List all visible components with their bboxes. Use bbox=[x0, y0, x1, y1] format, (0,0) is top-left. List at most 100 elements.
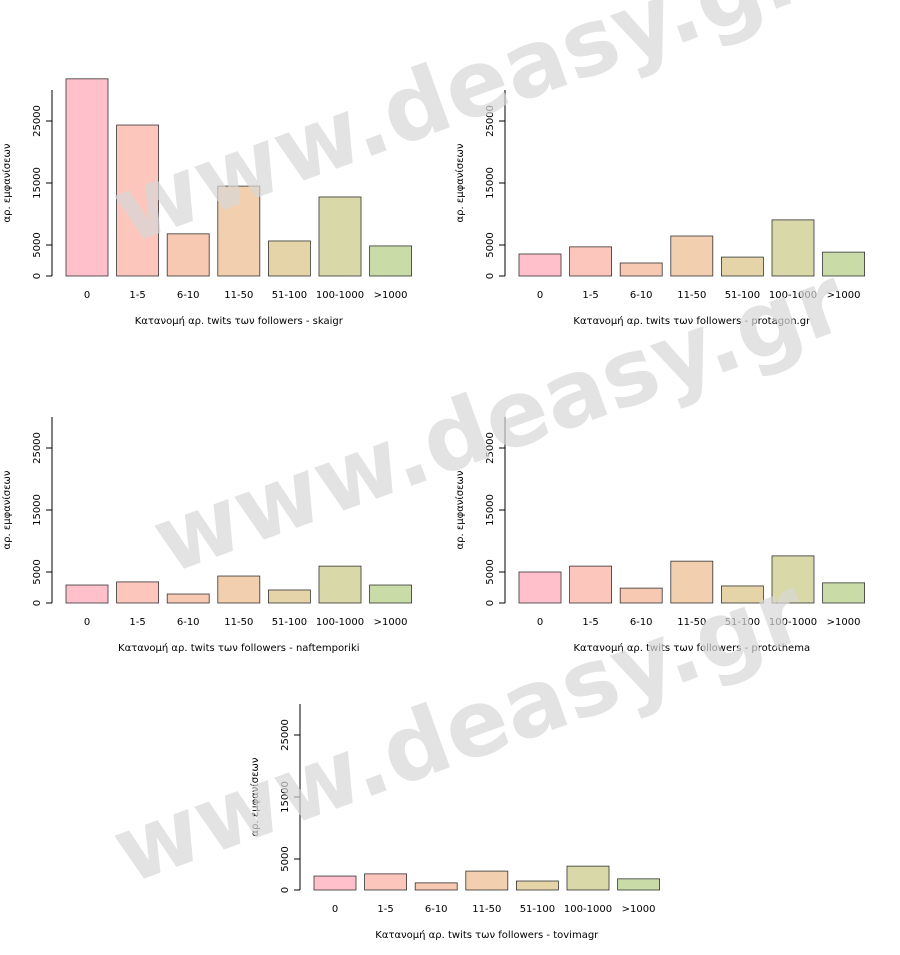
bar bbox=[518, 571, 562, 604]
bar bbox=[822, 582, 865, 604]
x-tick-label: 6-10 bbox=[177, 290, 200, 301]
chart: 0 5000 15000 25000 αρ. εμφανίσεων 0 1-5 6-10 11-… bbox=[249, 704, 660, 941]
bar bbox=[318, 565, 362, 604]
bar bbox=[166, 233, 210, 277]
x-tick-label: 51-100 bbox=[520, 904, 555, 915]
bar bbox=[65, 78, 109, 277]
bar bbox=[516, 880, 559, 891]
x-tick-label: 100-1000 bbox=[769, 617, 817, 628]
bar bbox=[619, 262, 663, 277]
y-axis-label: αρ. εμφανίσεων bbox=[1, 143, 13, 222]
x-tick-label: 1-5 bbox=[582, 290, 598, 301]
y-tick-label: 0 bbox=[32, 600, 43, 606]
y-tick-label: 15000 bbox=[280, 781, 291, 813]
x-tick-label: 0 bbox=[84, 617, 90, 628]
x-tick-label: 11-50 bbox=[677, 290, 706, 301]
chart: 0 5000 15000 25000 αρ. εμφανίσεων 0 1-5 6-10 11-… bbox=[454, 90, 865, 327]
bar bbox=[369, 584, 413, 604]
bar bbox=[721, 585, 764, 604]
x-tick-label: 51-100 bbox=[725, 617, 760, 628]
bar bbox=[364, 873, 408, 891]
y-tick-label: 15000 bbox=[485, 494, 496, 526]
y-axis-label: αρ. εμφανίσεων bbox=[454, 143, 466, 222]
y-tick-label: 5000 bbox=[32, 559, 43, 584]
x-tick-label: 100-1000 bbox=[769, 290, 817, 301]
x-axis-label: Κατανομή αρ. twits των followers - proto… bbox=[573, 642, 810, 654]
y-tick-label: 15000 bbox=[32, 167, 43, 199]
chart: 0 5000 15000 25000 αρ. εμφανίσεων 0 1-5 6-10 11-… bbox=[1, 417, 413, 654]
y-tick-label: 25000 bbox=[485, 432, 496, 464]
y-tick-label: 0 bbox=[32, 273, 43, 279]
x-tick-label: >1000 bbox=[374, 617, 408, 628]
x-tick-label: 6-10 bbox=[630, 617, 653, 628]
x-tick-label: 6-10 bbox=[425, 904, 448, 915]
bar bbox=[267, 589, 311, 604]
y-tick-label: 15000 bbox=[32, 494, 43, 526]
x-tick-label: 0 bbox=[84, 290, 90, 301]
x-tick-label: 6-10 bbox=[630, 290, 653, 301]
x-tick-label: 11-50 bbox=[677, 617, 706, 628]
bar bbox=[566, 865, 610, 891]
x-tick-label: 1-5 bbox=[129, 290, 145, 301]
y-tick-label: 25000 bbox=[32, 432, 43, 464]
x-tick-label: 0 bbox=[537, 617, 543, 628]
x-tick-label: 1-5 bbox=[377, 904, 393, 915]
y-axis-label: αρ. εμφανίσεων bbox=[454, 470, 466, 549]
y-tick-label: 25000 bbox=[280, 719, 291, 751]
y-tick-label: 0 bbox=[485, 273, 496, 279]
x-tick-label: 100-1000 bbox=[316, 617, 364, 628]
x-tick-label: >1000 bbox=[622, 904, 656, 915]
y-axis-label: αρ. εμφανίσεων bbox=[1, 470, 13, 549]
bar bbox=[414, 882, 458, 891]
y-tick-label: 5000 bbox=[280, 846, 291, 871]
x-tick-label: 0 bbox=[332, 904, 338, 915]
x-tick-label: 51-100 bbox=[725, 290, 760, 301]
bar bbox=[569, 246, 612, 277]
bar bbox=[617, 878, 660, 891]
chart: 0 5000 15000 25000 αρ. εμφανίσεων 0 1-5 6-10 11-… bbox=[1, 78, 413, 327]
x-tick-label: >1000 bbox=[827, 617, 861, 628]
bar bbox=[313, 875, 357, 891]
bar bbox=[166, 593, 210, 604]
bar bbox=[771, 219, 815, 277]
x-axis-label: Κατανομή αρ. twits των followers - prota… bbox=[573, 315, 811, 327]
x-tick-label: >1000 bbox=[374, 290, 408, 301]
x-axis-label: Κατανομή αρ. twits των followers - skaig… bbox=[135, 315, 344, 327]
bar bbox=[721, 256, 764, 277]
bar bbox=[670, 560, 714, 604]
bar bbox=[569, 565, 612, 604]
bar bbox=[670, 235, 714, 277]
y-tick-label: 5000 bbox=[32, 232, 43, 257]
bar bbox=[771, 555, 815, 604]
x-axis-label: Κατανομή αρ. twits των followers - tovim… bbox=[375, 929, 599, 941]
bar bbox=[619, 587, 663, 604]
x-tick-label: 6-10 bbox=[177, 617, 200, 628]
bar bbox=[267, 240, 311, 277]
x-tick-label: >1000 bbox=[827, 290, 861, 301]
x-tick-label: 51-100 bbox=[272, 290, 307, 301]
bar bbox=[318, 196, 362, 277]
x-tick-label: 100-1000 bbox=[316, 290, 364, 301]
x-tick-label: 11-50 bbox=[224, 617, 253, 628]
bar bbox=[116, 124, 159, 277]
y-tick-label: 5000 bbox=[485, 559, 496, 584]
chart: 0 5000 15000 25000 αρ. εμφανίσεων 0 1-5 6-10 11-… bbox=[454, 417, 865, 654]
y-tick-label: 5000 bbox=[485, 232, 496, 257]
y-tick-label: 0 bbox=[280, 887, 291, 893]
x-axis-label: Κατανομή αρ. twits των followers - nafte… bbox=[118, 642, 359, 654]
watermark: www.deasy.gr bbox=[99, 0, 819, 265]
x-tick-label: 11-50 bbox=[472, 904, 501, 915]
y-tick-label: 25000 bbox=[485, 105, 496, 137]
bar bbox=[518, 253, 562, 277]
bar bbox=[822, 251, 865, 277]
bar bbox=[217, 185, 261, 277]
y-tick-label: 15000 bbox=[485, 167, 496, 199]
x-tick-label: 1-5 bbox=[129, 617, 145, 628]
x-tick-label: 100-1000 bbox=[564, 904, 612, 915]
x-tick-label: 51-100 bbox=[272, 617, 307, 628]
charts: 0 5000 15000 25000 αρ. εμφανίσεων 0 1-5 6-10 11-… bbox=[1, 78, 865, 941]
y-tick-label: 0 bbox=[485, 600, 496, 606]
y-axis-label: αρ. εμφανίσεων bbox=[249, 757, 261, 836]
bar bbox=[217, 575, 261, 604]
